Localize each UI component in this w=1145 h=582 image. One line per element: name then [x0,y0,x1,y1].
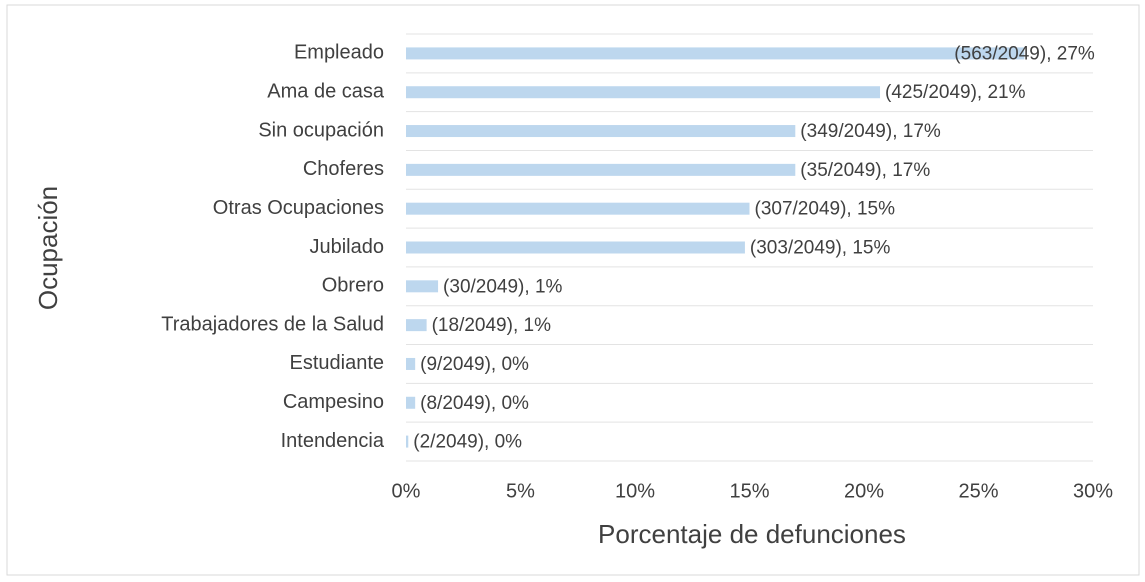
bar [406,86,881,99]
data-label: (8/2049), 0% [420,393,529,414]
y-tick-label: Trabajadores de la Salud [161,313,384,335]
data-label: (307/2049), 15% [755,199,896,220]
data-label: (35/2049), 17% [800,160,930,181]
y-tick-label: Intendencia [281,430,385,452]
data-label: (18/2049), 1% [432,315,551,336]
data-label: (425/2049), 21% [885,82,1026,103]
y-tick-label: Obrero [322,275,384,297]
bar [406,241,745,254]
x-tick-label: 15% [729,480,769,502]
bar [406,47,1025,60]
data-label: (303/2049), 15% [750,238,891,259]
x-tick-label: 25% [958,480,998,502]
y-tick-label: Sin ocupación [258,119,384,141]
y-tick-label: Campesino [283,391,384,413]
x-tick-label: 30% [1073,480,1113,502]
x-tick-label: 5% [506,480,535,502]
data-label: (349/2049), 17% [800,121,941,142]
y-tick-label: Ama de casa [267,81,385,103]
y-tick-label: Otras Ocupaciones [213,197,384,219]
bar [406,125,796,138]
data-label: (9/2049), 0% [420,354,529,375]
y-tick-label: Empleado [294,42,384,64]
data-label: (2/2049), 0% [413,432,522,453]
bar [406,202,750,215]
bar [406,163,796,176]
data-label: (30/2049), 1% [443,276,562,297]
y-tick-label: Jubilado [309,236,384,258]
y-axis-title: Ocupación [33,186,63,310]
bar [406,319,427,332]
x-axis-title: Porcentaje de defunciones [598,519,906,549]
y-tick-label: Choferes [303,158,384,180]
x-tick-label: 20% [844,480,884,502]
bar [406,435,409,448]
bar [406,396,416,409]
bar [406,280,439,293]
y-tick-label: Estudiante [289,352,384,374]
x-tick-label: 10% [615,480,655,502]
data-label: (563/2049), 27% [954,43,1095,64]
x-tick-label: 0% [392,480,421,502]
bar [406,357,416,370]
chart-frame [6,4,1140,576]
